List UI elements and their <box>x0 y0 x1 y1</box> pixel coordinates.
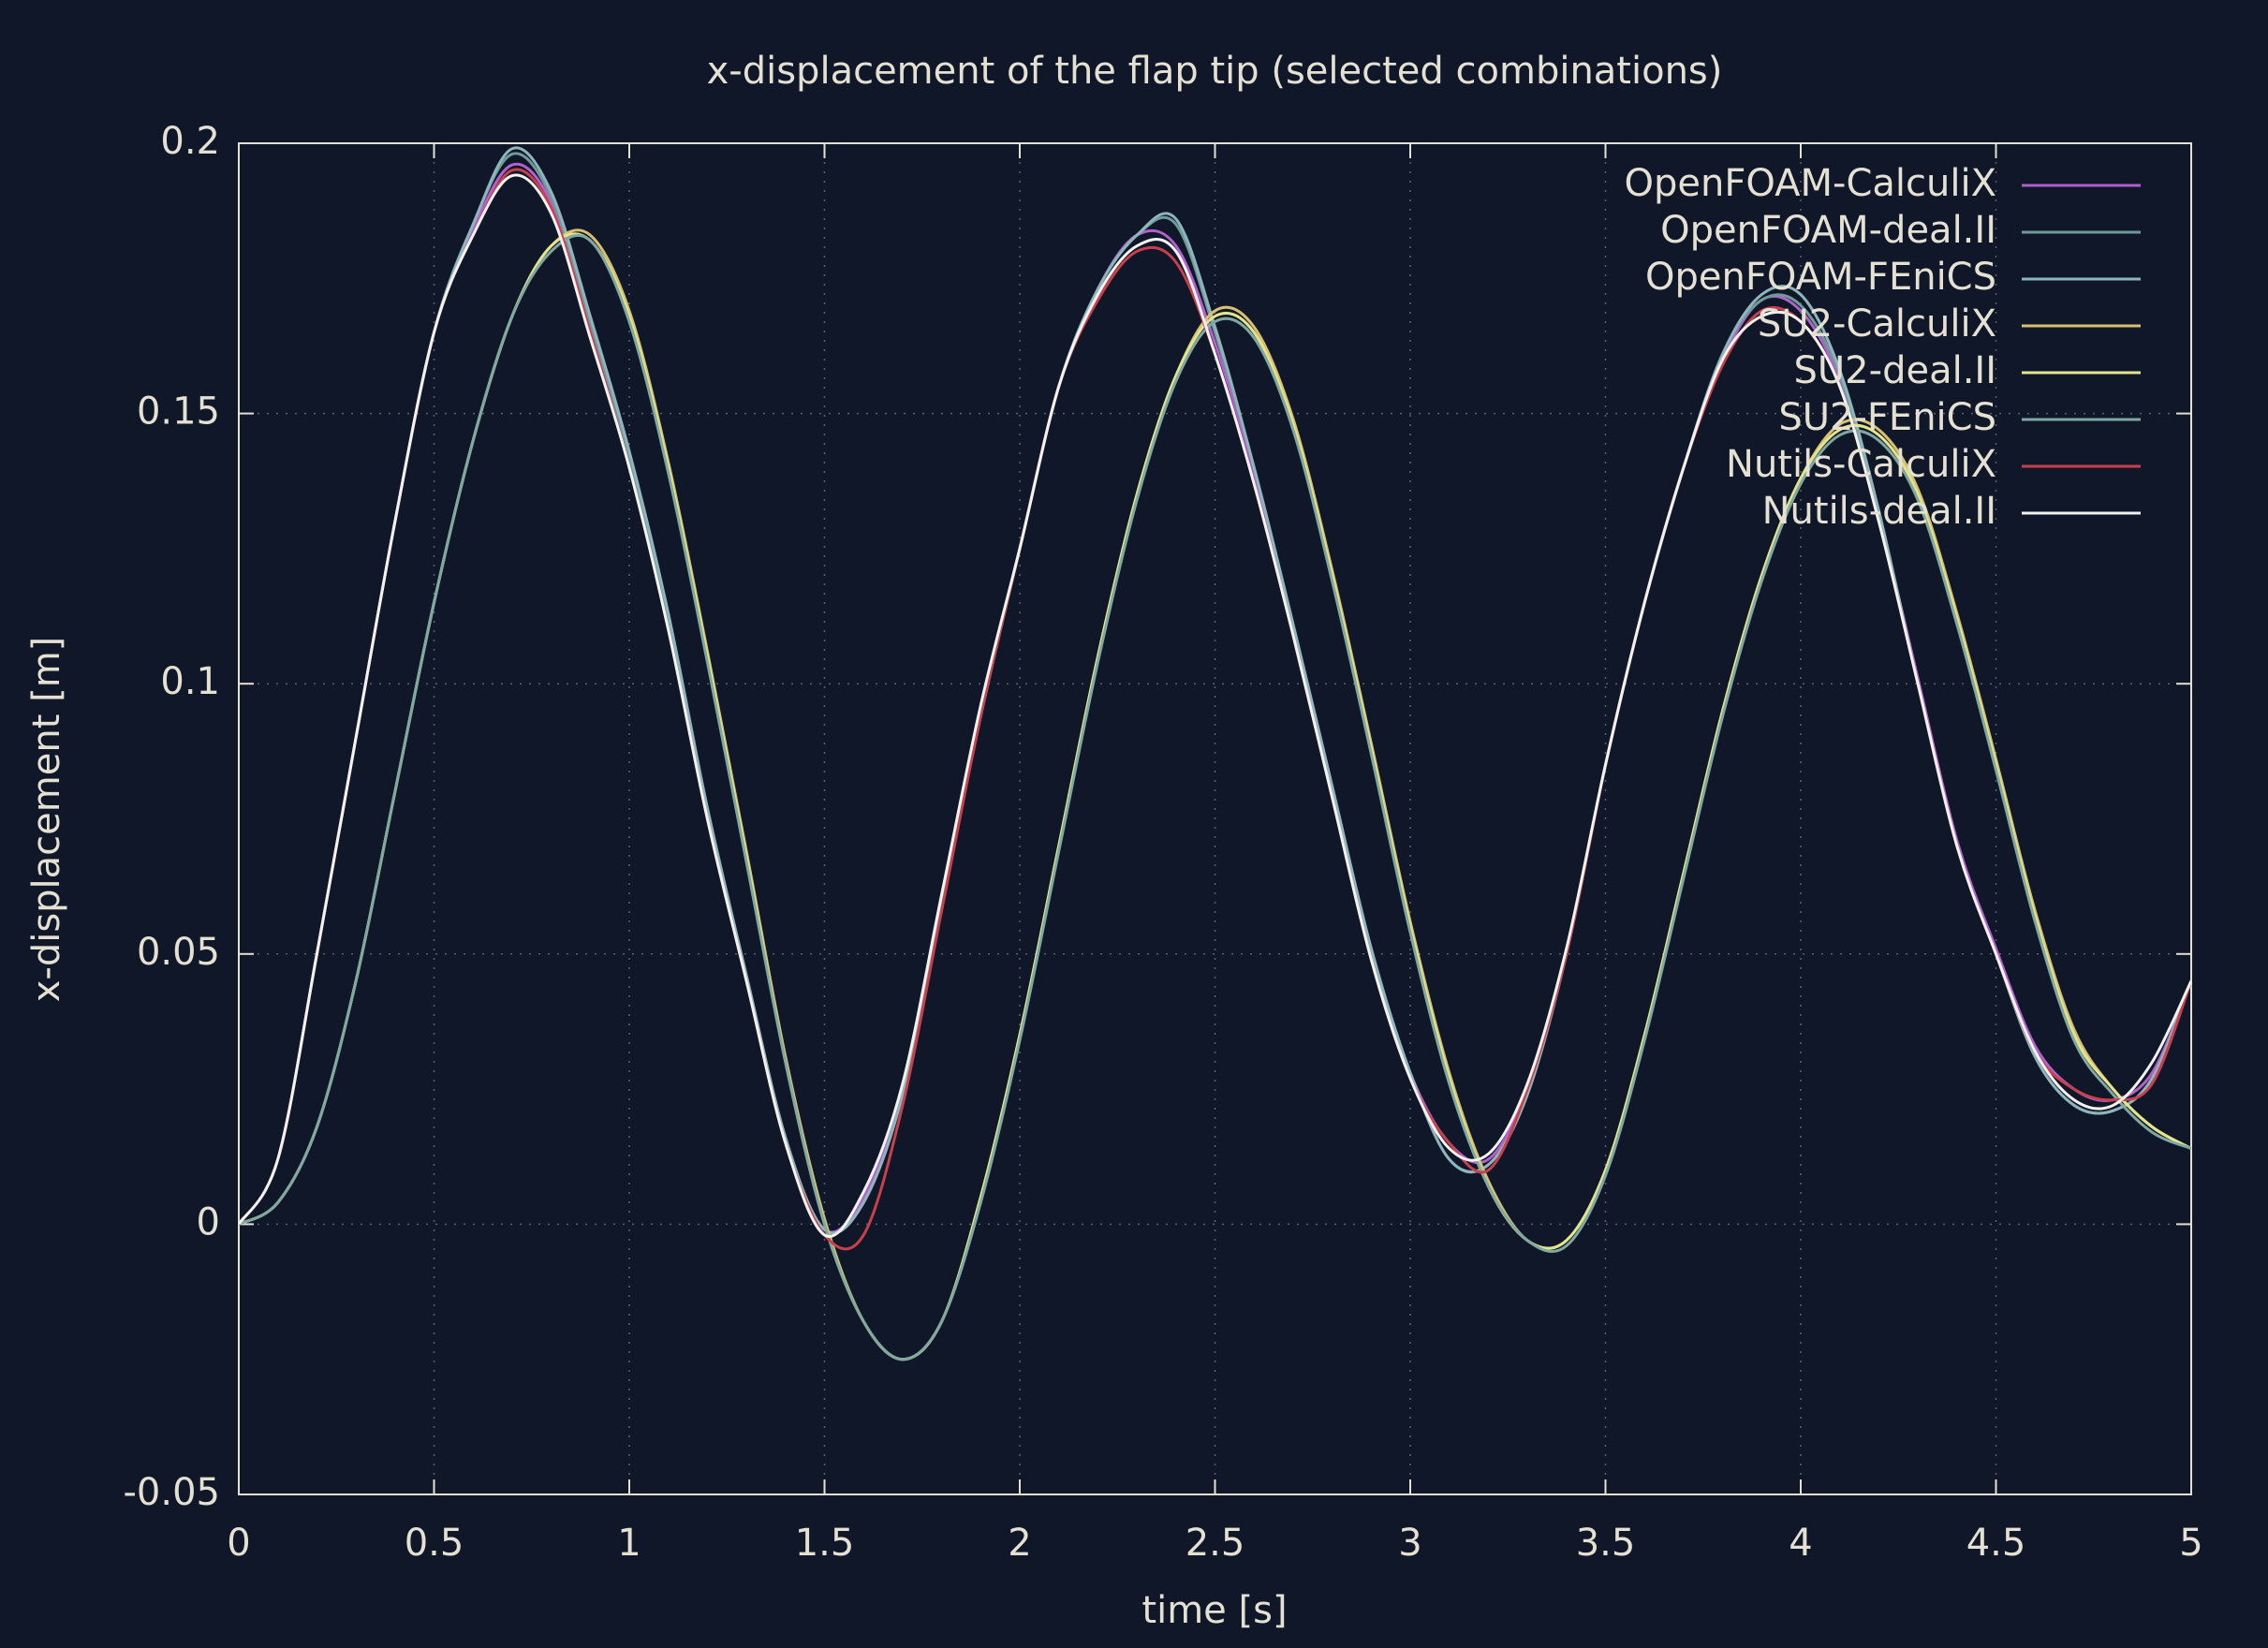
y-tick-label: 0.2 <box>160 120 220 163</box>
x-tick-label: 4.5 <box>1966 1522 2026 1565</box>
legend-label: SU2-CalculiX <box>1758 302 1996 346</box>
x-tick-label: 4 <box>1789 1522 1812 1565</box>
x-tick-label: 2 <box>1008 1522 1031 1565</box>
y-tick-label: 0.1 <box>160 660 220 703</box>
legend-label: Nutils-deal.II <box>1762 490 1996 533</box>
x-tick-label: 3 <box>1398 1522 1421 1565</box>
data-line <box>239 146 2191 1235</box>
x-tick-label: 0 <box>227 1522 250 1565</box>
x-tick-label: 1 <box>617 1522 641 1565</box>
legend-label: OpenFOAM-CalculiX <box>1625 162 1996 205</box>
data-line <box>239 173 2191 1239</box>
y-tick-label: 0.05 <box>137 931 220 974</box>
data-line <box>239 234 2191 1361</box>
y-tick-label: 0 <box>197 1200 220 1243</box>
legend-label: OpenFOAM-FEniCS <box>1645 256 1996 299</box>
x-tick-label: 1.5 <box>795 1522 855 1565</box>
x-axis-label: time [s] <box>1141 1589 1287 1632</box>
x-tick-label: 2.5 <box>1186 1522 1245 1565</box>
data-line <box>239 232 2191 1361</box>
legend-label: SU2-FEniCS <box>1778 396 1996 439</box>
y-axis-label: x-displacement [m] <box>25 637 68 1003</box>
chart-title: x-displacement of the flap tip (selected… <box>707 50 1723 93</box>
legend-label: Nutils-CalculiX <box>1726 443 1996 486</box>
y-tick-label: 0.15 <box>137 390 220 434</box>
y-tick-label: -0.05 <box>124 1471 221 1514</box>
x-tick-label: 3.5 <box>1576 1522 1636 1565</box>
data-line <box>239 162 2191 1234</box>
legend-label: SU2-deal.II <box>1794 349 1996 392</box>
x-tick-label: 5 <box>2179 1522 2202 1565</box>
legend-label: OpenFOAM-deal.II <box>1660 209 1996 252</box>
x-tick-label: 0.5 <box>405 1522 464 1565</box>
data-line <box>239 152 2191 1235</box>
plot-frame <box>238 142 2192 1495</box>
